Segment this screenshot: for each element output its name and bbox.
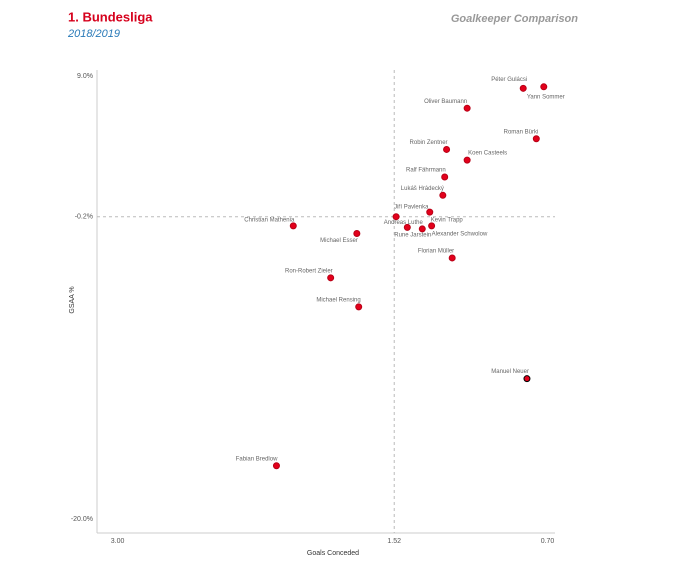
point-label: Oliver Baumann: [424, 99, 467, 105]
y-tick-label: 9.0%: [77, 73, 93, 80]
point-label: Kevin Trapp: [431, 218, 464, 224]
point-label: Péter Gulácsi: [491, 77, 527, 83]
point-label: Rune Jarstein: [394, 232, 431, 238]
y-tick-label: -20.0%: [71, 516, 93, 523]
data-point: [392, 213, 400, 221]
point-label: Fabian Bredlow: [236, 456, 278, 462]
data-point: [441, 173, 449, 181]
point-label: Ron-Robert Zieler: [285, 268, 333, 274]
data-point: [540, 83, 548, 91]
header-right: Goalkeeper Comparison: [451, 13, 578, 25]
point-label: Yann Sommer: [527, 94, 565, 100]
data-point: [327, 274, 335, 282]
chart-title: 1. Bundesliga: [68, 9, 153, 24]
data-point: [523, 375, 531, 383]
data-point: [418, 225, 426, 233]
point-label: Koen Casteels: [468, 151, 507, 157]
point-label: Andreas Luthe: [384, 220, 424, 226]
point-label: Robin Zentner: [410, 140, 448, 146]
data-point: [448, 254, 456, 262]
data-point: [289, 222, 297, 230]
point-label: Roman Bürki: [504, 129, 539, 135]
data-point: [426, 208, 434, 216]
data-point: [272, 462, 280, 470]
x-axis-label: Goals Conceded: [307, 550, 359, 557]
data-point: [439, 191, 447, 199]
data-point: [463, 104, 471, 112]
point-label: Jiří Pavlenka: [394, 204, 429, 210]
data-point: [428, 222, 436, 230]
point-label: Christian Mathenia: [244, 217, 295, 223]
chart-subtitle: 2018/2019: [67, 28, 120, 40]
data-point: [353, 230, 361, 238]
point-label: Manuel Neuer: [491, 369, 529, 375]
point-label: Michael Rensing: [316, 297, 360, 303]
y-axis-label: GSAA %: [69, 286, 76, 313]
data-point: [355, 303, 363, 311]
data-point: [463, 156, 471, 164]
x-tick-label: 0.70: [541, 538, 555, 545]
x-tick-label: 1.52: [387, 538, 401, 545]
data-point: [519, 84, 527, 92]
point-label: Alexander Schwolow: [432, 231, 488, 237]
point-label: Ralf Fährmann: [406, 168, 446, 174]
point-label: Lukáš Hrádecký: [401, 186, 444, 192]
data-point: [532, 135, 540, 143]
data-point: [443, 145, 451, 153]
point-label: Michael Esser: [320, 238, 358, 244]
point-label: Florian Müller: [418, 249, 454, 255]
data-point: [403, 223, 411, 231]
x-tick-label: 3.00: [111, 538, 125, 545]
y-tick-label: -0.2%: [75, 214, 93, 221]
